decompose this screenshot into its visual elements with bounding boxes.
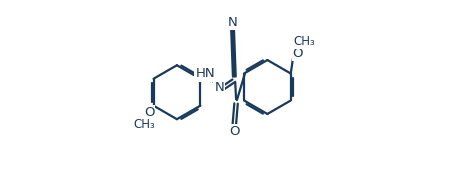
Text: HN: HN bbox=[195, 68, 215, 80]
Text: CH₃: CH₃ bbox=[294, 35, 315, 48]
Text: N: N bbox=[214, 81, 224, 94]
Text: CH₃: CH₃ bbox=[133, 118, 155, 130]
Text: O: O bbox=[229, 125, 240, 138]
Text: N: N bbox=[228, 16, 237, 29]
Text: O: O bbox=[293, 47, 303, 60]
Text: O: O bbox=[144, 106, 154, 119]
